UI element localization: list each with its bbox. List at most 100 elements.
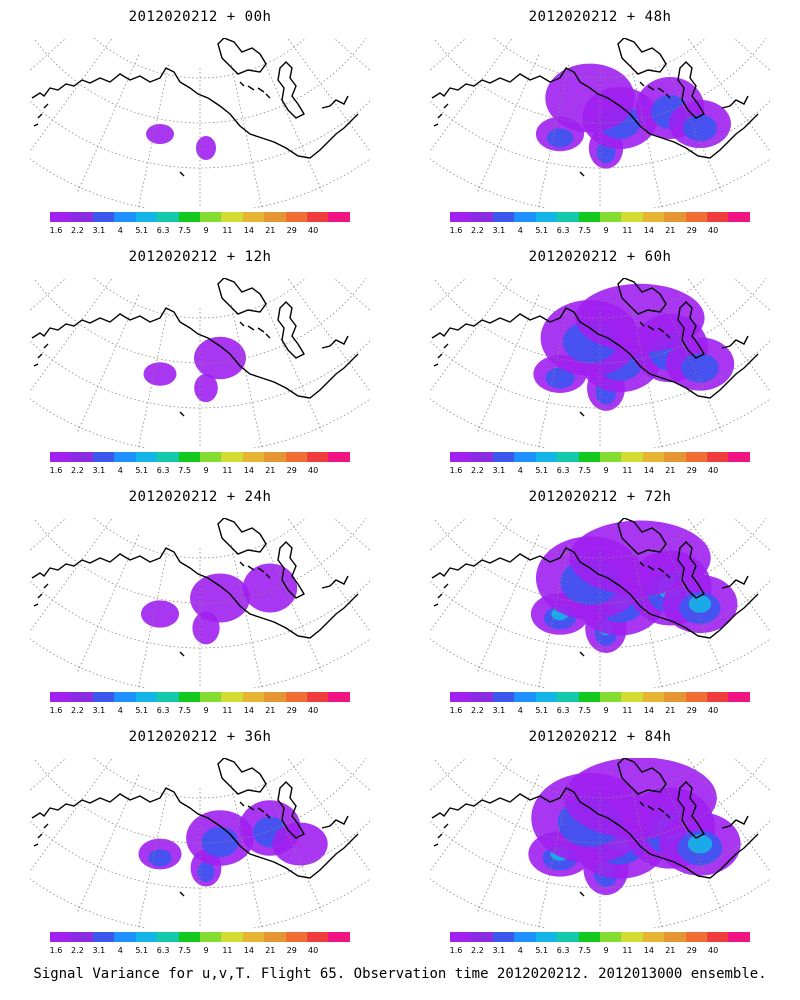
colorbar-tick-label: 1.6	[49, 706, 63, 715]
meridian-line	[137, 304, 170, 448]
colorbar-tick-label: 7.5	[578, 226, 591, 235]
meridian-line	[688, 278, 770, 392]
colorbar-swatch	[328, 212, 350, 222]
variance-contour	[687, 834, 713, 854]
colorbar-swatch	[71, 932, 93, 942]
meridian-line	[230, 64, 263, 208]
meridian-line	[430, 758, 470, 787]
map-panel: 2012020212 + 36h 1.6 2.2 3.1 4 5.1 6.3 7.5 9 11 14…	[30, 728, 370, 958]
colorbar-tick-label: 2.2	[471, 466, 484, 475]
colorbar-swatch	[707, 452, 729, 462]
meridian-line	[660, 54, 723, 193]
colorbar-tick-label: 29	[286, 466, 297, 475]
colorbar-tick-label: 6.3	[156, 946, 170, 955]
colorbar-tick-label: 5.1	[135, 946, 149, 955]
variance-contour	[197, 861, 215, 883]
variance-field	[140, 563, 298, 645]
colorbar-swatch	[599, 692, 622, 702]
graticule	[430, 518, 770, 688]
meridian-line	[230, 304, 263, 448]
colorbar-tick-label: 4	[117, 706, 123, 715]
colorbar-tick-label: 4	[117, 226, 123, 235]
meridian-line	[333, 278, 370, 311]
panel-title: 2012020212 + 36h	[128, 729, 272, 745]
colorbar-swatch	[178, 212, 200, 222]
colorbar-swatch	[135, 692, 158, 702]
colorbar-swatch	[578, 692, 600, 702]
colorbar-tick-label: 1.6	[49, 946, 63, 955]
meridian-line	[430, 518, 512, 632]
colorbar-swatch	[492, 932, 515, 942]
colorbar-tick-label: 1.6	[49, 466, 63, 475]
colorbar-swatch	[685, 212, 708, 222]
colorbar-tick-label: 11	[222, 946, 233, 955]
colorbar-tick-label: 3.1	[492, 466, 506, 475]
colorbar-swatch	[707, 212, 729, 222]
colorbar-swatch	[285, 692, 308, 702]
coastline	[31, 278, 359, 417]
colorbar-tick-label: 9	[203, 466, 209, 475]
coastline	[431, 38, 759, 177]
panel-title: 2012020212 + 12h	[128, 249, 272, 265]
colorbar-tick-label: 21	[665, 706, 676, 715]
colorbar-swatch	[557, 932, 579, 942]
meridian-line	[77, 774, 140, 913]
colorbar-tick-label: 29	[686, 946, 697, 955]
colorbar-swatch	[450, 452, 472, 462]
colorbar-swatch	[135, 932, 158, 942]
variance-field	[138, 800, 328, 887]
polar-map	[30, 278, 370, 448]
meridian-line	[30, 758, 112, 872]
meridian-line	[30, 518, 67, 551]
colorbar-tick-label: 3.1	[92, 466, 106, 475]
graticule	[30, 38, 370, 208]
meridian-line	[288, 278, 370, 392]
colorbar-swatch	[728, 212, 750, 222]
meridian-line	[288, 38, 370, 152]
colorbar-tick-label: 7.5	[178, 706, 191, 715]
colorbar-swatch	[264, 212, 286, 222]
meridian-line	[230, 544, 263, 688]
colorbar-tick-label: 5.1	[535, 706, 549, 715]
meridian-line	[730, 758, 770, 787]
colorbar-swatch	[450, 692, 472, 702]
colorbar-swatch	[514, 452, 536, 462]
meridian-line	[477, 294, 540, 433]
meridian-line	[333, 758, 370, 791]
meridian-line	[660, 774, 723, 913]
colorbar-swatch	[685, 692, 708, 702]
meridian-line	[260, 774, 323, 913]
colorbar-swatch	[307, 692, 329, 702]
colorbar-tick-label: 40	[308, 226, 319, 235]
meridian-line	[30, 38, 67, 71]
colorbar	[50, 932, 350, 942]
meridian-line	[430, 278, 512, 392]
colorbar-tick-label: 4	[517, 466, 523, 475]
meridian-line	[330, 38, 370, 67]
colorbar-tick-label: 4	[517, 946, 523, 955]
colorbar-tick-label: 5.1	[135, 466, 149, 475]
meridian-line	[333, 38, 370, 71]
meridian-line	[430, 278, 467, 311]
colorbar-swatch	[50, 932, 72, 942]
coastline	[431, 518, 759, 657]
colorbar-tick-label: 40	[308, 946, 319, 955]
map-panel: 2012020212 + 12h 1.6 2.2 3.1 4 5.1 6.3 7.5 9 11 14…	[30, 248, 370, 478]
coastline	[31, 38, 359, 177]
colorbar-tick-label: 14	[643, 706, 654, 715]
colorbar-tick-label: 7.5	[578, 466, 591, 475]
colorbar-swatch	[285, 452, 308, 462]
colorbar-tick-label: 4	[517, 706, 523, 715]
meridian-line	[430, 758, 512, 872]
colorbar-swatch	[492, 692, 515, 702]
colorbar-swatch	[221, 452, 243, 462]
colorbar-tick-label: 6.3	[556, 466, 570, 475]
meridian-line	[537, 784, 570, 928]
polar-map	[430, 38, 770, 208]
variance-contour	[546, 128, 574, 148]
meridian-line	[260, 54, 323, 193]
colorbar-swatch	[92, 692, 115, 702]
colorbar-swatch	[50, 452, 72, 462]
colorbar-labels: 1.6 2.2 3.1 4 5.1 6.3 7.5 9 11 14 21 29 40	[50, 466, 350, 478]
colorbar-swatch	[221, 932, 243, 942]
